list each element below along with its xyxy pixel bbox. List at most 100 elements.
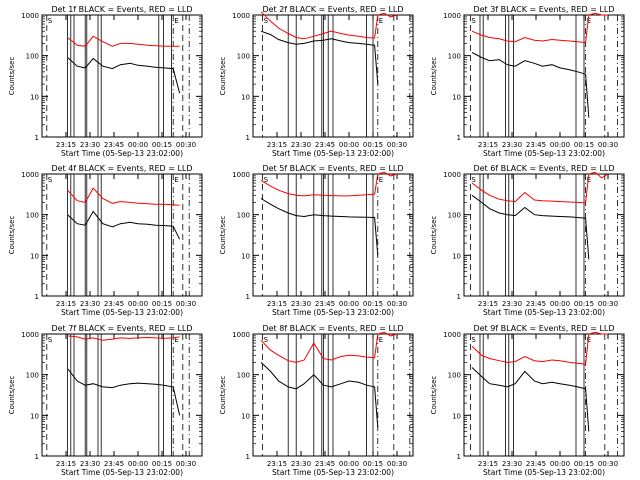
plot-frame bbox=[463, 14, 625, 138]
y-tick-label: 1 bbox=[246, 453, 250, 461]
x-tick-label: 00:15 bbox=[363, 460, 383, 468]
y-axis-label: Counts/sec bbox=[219, 376, 227, 415]
y-tick-label: 1 bbox=[35, 453, 39, 461]
y-tick-label: 10 bbox=[241, 252, 250, 260]
x-tick-label: 23:30 bbox=[291, 300, 311, 308]
plot-frame bbox=[41, 173, 203, 297]
x-tick-label: 00:00 bbox=[128, 300, 148, 308]
x-tick-label: 23:45 bbox=[104, 141, 124, 149]
x-tick-label: 00:15 bbox=[152, 300, 172, 308]
end-marker: E bbox=[174, 176, 178, 184]
y-tick-label: 1000 bbox=[232, 12, 250, 20]
y-axis-label: Counts/sec bbox=[219, 57, 227, 96]
series-line-lld bbox=[471, 171, 609, 204]
x-tick-label: 00:30 bbox=[176, 300, 196, 308]
x-tick-label: 00:00 bbox=[339, 141, 359, 149]
y-tick-label: 1000 bbox=[232, 171, 250, 179]
x-tick-label: 23:15 bbox=[267, 141, 287, 149]
y-tick-label: 10 bbox=[452, 412, 461, 420]
y-tick-label: 1 bbox=[457, 453, 461, 461]
x-tick-label: 00:15 bbox=[363, 300, 383, 308]
x-tick-label: 23:45 bbox=[526, 300, 546, 308]
end-marker: E bbox=[379, 17, 383, 25]
y-axis-label: Counts/sec bbox=[430, 376, 438, 415]
plot-frame bbox=[41, 333, 203, 457]
panel-1: Det 1f BLACK = Events, RED = LLD 1 10 100 10… bbox=[8, 5, 203, 158]
x-tick-label: 23:15 bbox=[478, 300, 498, 308]
end-marker: E bbox=[174, 336, 178, 344]
end-marker: E bbox=[587, 176, 591, 184]
panel-9: Det 9f BLACK = Events, RED = LLD 1 10 100 10… bbox=[430, 324, 625, 477]
panel-title: Det 7f BLACK = Events, RED = LLD bbox=[51, 324, 192, 333]
y-tick-label: 1 bbox=[457, 134, 461, 142]
panel-title: Det 4f BLACK = Events, RED = LLD bbox=[51, 164, 192, 173]
series-line-lld bbox=[471, 331, 608, 365]
y-tick-label: 100 bbox=[26, 212, 39, 220]
plot-frame bbox=[41, 14, 203, 138]
panel-7: Det 7f BLACK = Events, RED = LLD 1 10 100 10… bbox=[8, 324, 203, 477]
y-tick-label: 10 bbox=[241, 93, 250, 101]
panel-title: Det 1f BLACK = Events, RED = LLD bbox=[51, 5, 192, 14]
series-line-events bbox=[67, 368, 181, 416]
x-tick-label: 00:30 bbox=[598, 300, 618, 308]
start-marker: S bbox=[471, 336, 476, 344]
x-tick-label: 23:15 bbox=[56, 300, 76, 308]
panel-5: Det 5f BLACK = Events, RED = LLD 1 10 100 10… bbox=[219, 164, 414, 317]
x-tick-label: 00:00 bbox=[339, 300, 359, 308]
y-tick-label: 100 bbox=[237, 53, 250, 61]
end-marker: E bbox=[587, 336, 591, 344]
x-tick-label: 00:30 bbox=[176, 141, 196, 149]
x-axis-label: Start Time (05-Sep-13 23:02:00) bbox=[272, 308, 394, 317]
x-tick-label: 00:15 bbox=[574, 300, 594, 308]
y-tick-label: 1000 bbox=[21, 331, 39, 339]
x-axis-label: Start Time (05-Sep-13 23:02:00) bbox=[272, 468, 394, 477]
start-marker: S bbox=[264, 336, 269, 344]
x-tick-label: 23:15 bbox=[56, 460, 76, 468]
y-tick-label: 10 bbox=[30, 252, 39, 260]
y-tick-label: 1 bbox=[35, 293, 39, 301]
series-line-events bbox=[260, 198, 379, 256]
series-line-lld bbox=[67, 335, 180, 341]
y-tick-label: 10 bbox=[452, 252, 461, 260]
x-tick-label: 00:15 bbox=[574, 460, 594, 468]
x-tick-label: 23:45 bbox=[526, 141, 546, 149]
y-axis-label: Counts/sec bbox=[8, 376, 16, 415]
series-line-events bbox=[67, 210, 181, 240]
x-axis-label: Start Time (05-Sep-13 23:02:00) bbox=[61, 308, 183, 317]
x-tick-label: 00:00 bbox=[128, 141, 148, 149]
series-line-lld bbox=[260, 171, 398, 197]
panel-8: Det 8f BLACK = Events, RED = LLD 1 10 100 10… bbox=[219, 324, 414, 477]
y-tick-label: 10 bbox=[241, 412, 250, 420]
x-tick-label: 23:30 bbox=[502, 141, 522, 149]
x-tick-label: 00:00 bbox=[128, 460, 148, 468]
series-line-lld bbox=[67, 187, 180, 206]
series-line-events bbox=[471, 51, 590, 118]
x-tick-label: 00:00 bbox=[339, 460, 359, 468]
x-axis-label: Start Time (05-Sep-13 23:02:00) bbox=[61, 149, 183, 158]
x-tick-label: 23:15 bbox=[267, 460, 287, 468]
panel-title: Det 8f BLACK = Events, RED = LLD bbox=[262, 324, 403, 333]
start-marker: S bbox=[471, 176, 476, 184]
y-axis-label: Counts/sec bbox=[8, 57, 16, 96]
x-tick-label: 23:45 bbox=[104, 300, 124, 308]
y-tick-label: 100 bbox=[448, 53, 461, 61]
x-tick-label: 23:15 bbox=[267, 300, 287, 308]
y-tick-label: 1 bbox=[457, 293, 461, 301]
x-axis-label: Start Time (05-Sep-13 23:02:00) bbox=[483, 308, 605, 317]
x-tick-label: 23:30 bbox=[291, 141, 311, 149]
y-tick-label: 1000 bbox=[21, 171, 39, 179]
series-line-lld bbox=[67, 35, 180, 47]
x-tick-label: 00:15 bbox=[363, 141, 383, 149]
x-tick-label: 00:30 bbox=[598, 460, 618, 468]
x-tick-label: 00:30 bbox=[176, 460, 196, 468]
y-tick-label: 1 bbox=[246, 134, 250, 142]
start-marker: S bbox=[48, 176, 53, 184]
start-marker: S bbox=[264, 176, 269, 184]
series-line-events bbox=[471, 367, 590, 432]
start-marker: S bbox=[471, 17, 476, 25]
panel-title: Det 9f BLACK = Events, RED = LLD bbox=[473, 324, 614, 333]
y-tick-label: 100 bbox=[448, 372, 461, 380]
x-axis-label: Start Time (05-Sep-13 23:02:00) bbox=[483, 149, 605, 158]
